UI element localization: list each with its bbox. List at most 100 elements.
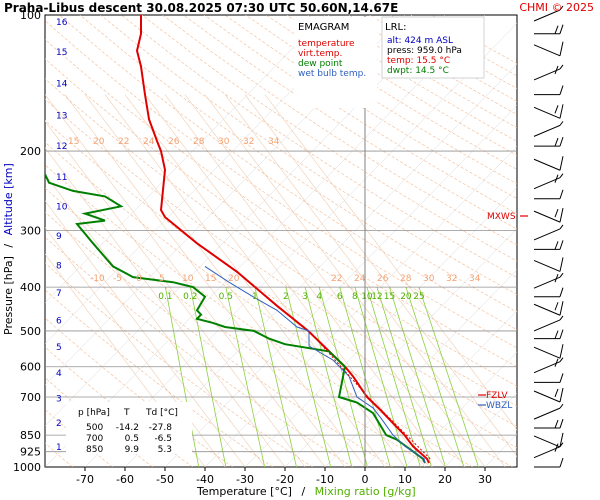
- series-wet-bulb-temp-: [204, 265, 426, 464]
- mixing-ratio-line: [304, 287, 353, 467]
- moist-adiabat-line: [84, 94, 366, 467]
- altitude-tick-label: 11: [56, 173, 67, 183]
- wind-barb: [534, 189, 564, 200]
- dry-adiabat-line: [183, 15, 517, 230]
- isotherm-line: [204, 146, 517, 467]
- x-tick-label: -40: [196, 473, 214, 486]
- mixing-ratio-line: [418, 287, 479, 467]
- wind-barb: [533, 272, 564, 289]
- x-axis-label-sep: /: [301, 485, 305, 498]
- level-markers: MXWS FZLV WBZL: [478, 212, 528, 411]
- dry-adiabat-line: [45, 39, 517, 368]
- fzlv-label: FZLV: [486, 391, 508, 401]
- mixing-ratio-label: 6: [337, 292, 343, 302]
- wind-barb: [533, 208, 564, 223]
- moist-adiabat-line: [104, 94, 386, 467]
- isotherm-line: [84, 22, 517, 467]
- mixing-ratio-label: 20: [400, 292, 412, 302]
- table-row-500-td: -27.8: [149, 423, 173, 433]
- wind-barb-flag: [559, 344, 564, 359]
- mixing-ratio-label: 25: [413, 292, 424, 302]
- adiabat-label: 34: [469, 274, 481, 284]
- adiabat-label: 30: [423, 274, 435, 284]
- wind-barb: [533, 104, 564, 119]
- isotherm-line: [284, 228, 517, 467]
- wind-barb: [533, 5, 564, 22]
- wind-barb-flag: [559, 173, 564, 179]
- moist-adiabat-line: [45, 147, 286, 467]
- mixing-ratio-line: [285, 287, 332, 467]
- levels-table: p [hPa] T Td [°C] 500 -14.2 -27.8 700 0.…: [66, 402, 192, 455]
- wind-barb-shaft: [533, 210, 561, 223]
- mixing-ratio-line: [354, 287, 408, 467]
- wind-barb: [533, 432, 564, 448]
- wind-barb-flag: [559, 156, 564, 171]
- y-tick-label: 850: [20, 429, 41, 442]
- y-tick-label: 600: [20, 361, 41, 374]
- altitude-tick-label: 1: [56, 443, 62, 453]
- altitude-tick-label: 5: [56, 343, 62, 353]
- table-row-500-t: -14.2: [116, 423, 139, 433]
- wind-barb-flag: [559, 457, 564, 468]
- lrl-temp: temp: 15.5 °C: [387, 56, 450, 66]
- x-tick-label: -50: [156, 473, 174, 486]
- altitude-tick-label: 10: [56, 203, 68, 213]
- wind-barb: [533, 224, 564, 241]
- legend-item-temperature: temperature: [298, 39, 355, 49]
- mixing-ratio-label: 0.1: [158, 292, 172, 302]
- adiabat-label-upper: 15: [68, 137, 79, 147]
- adiabat-label: 5: [159, 274, 165, 284]
- wind-barb-flag: [559, 64, 564, 70]
- wind-barb-flag: [554, 137, 559, 147]
- adiabat-label-upper: 20: [93, 137, 105, 147]
- lrl-box: LRL: alt: 424 m ASL press: 959.0 hPa tem…: [381, 16, 485, 79]
- lrl-dewpoint: dwpt: 14.5 °C: [387, 66, 449, 76]
- altitude-tick-label: 7: [56, 289, 62, 299]
- moist-adiabat-line: [184, 94, 466, 467]
- wind-barb-flag: [559, 136, 564, 147]
- wind-barb: [534, 240, 564, 250]
- chart-title: Praha-Libus descent 30.08.2025 07:30 UTC…: [4, 1, 399, 15]
- y-axis-label-alt: Altitude [km]: [2, 163, 15, 235]
- wind-barb: [534, 373, 564, 383]
- x-tick-label: -70: [76, 473, 94, 486]
- wind-barb: [533, 387, 564, 403]
- wind-barb-flag: [559, 272, 564, 278]
- wind-barb: [533, 41, 564, 57]
- mixing-ratio-line: [189, 287, 227, 467]
- adiabat-label: 0: [136, 274, 142, 284]
- levels-table-bg: [66, 402, 192, 454]
- mixing-ratio-line: [405, 287, 465, 467]
- adiabat-label: 15: [205, 274, 216, 284]
- legend-title: EMAGRAM: [298, 22, 349, 33]
- wind-barb-shaft: [533, 158, 561, 171]
- wind-barb: [533, 156, 564, 171]
- wind-barb-flag: [554, 419, 559, 429]
- wind-barb-flag: [559, 329, 564, 339]
- wind-barb-flag: [554, 174, 559, 183]
- mixing-ratio-label: 0.5: [219, 292, 233, 302]
- wind-barb-flag: [554, 388, 559, 398]
- adiabat-labels: -10 -5 0 5 10 15 20 22 24 26 28 30 32 34 15 20 22 24 26 28 3…: [68, 137, 481, 284]
- moist-adiabat-line: [204, 94, 486, 467]
- altitude-tick-label: 16: [56, 18, 68, 28]
- x-tick-label: -60: [116, 473, 134, 486]
- legend-item-wet-bulb: wet bulb temp.: [298, 69, 366, 79]
- table-row-850-t: 9.9: [125, 445, 140, 455]
- mixing-ratio-label: 1: [252, 292, 258, 302]
- wind-barb-shaft: [533, 124, 561, 137]
- wind-barb-shaft: [533, 228, 561, 241]
- wind-barb-flag: [554, 302, 559, 311]
- wind-barb-flag: [559, 85, 564, 95]
- mixing-ratio-line: [389, 287, 446, 467]
- mixing-ratio-label: 12: [371, 292, 382, 302]
- wbzl-label: WBZL: [486, 401, 512, 411]
- table-row-700-t: 0.5: [125, 434, 139, 444]
- dry-adiabat-line: [121, 15, 517, 279]
- series-dew-point: [45, 173, 426, 464]
- wind-barb-shaft: [533, 9, 561, 22]
- x-axis-ticks: -70 -60 -50 -40 -30 -20 -10 0 10 20 30: [76, 467, 492, 486]
- table-row-700-p: 700: [86, 434, 103, 444]
